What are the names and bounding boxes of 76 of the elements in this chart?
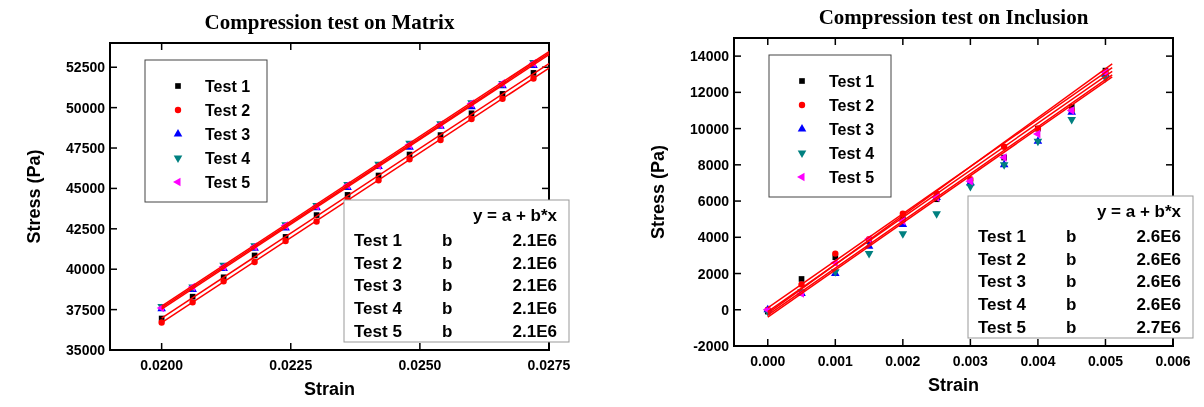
x-axis-title: Strain	[927, 375, 980, 395]
legend-label: Test 1	[205, 78, 251, 95]
legend-label: Test 2	[205, 102, 251, 119]
annotation: b	[1066, 318, 1077, 337]
x-tick-label: 0.004	[1020, 353, 1056, 369]
annotation: 2.6E6	[1136, 295, 1181, 315]
annotation: b	[1066, 249, 1077, 269]
y-tick-label: 0	[721, 301, 730, 318]
annotation: b	[442, 253, 453, 273]
legend-label: Test 5	[829, 169, 875, 186]
annotation: Test 1	[354, 230, 402, 250]
annotation: b	[442, 276, 453, 296]
annotation: y = a + b*x	[472, 206, 558, 225]
legend-label: Test 3	[205, 126, 251, 143]
y-axis-title: Stress (Pa)	[648, 144, 668, 240]
annotation: b	[442, 230, 453, 250]
annotation: b	[1066, 295, 1077, 315]
x-tick-label: 0.005	[1087, 353, 1124, 369]
legend-label: Test 4	[829, 145, 875, 162]
y-tick-label: 4000	[697, 229, 730, 246]
annotation: Test 4	[978, 295, 1027, 315]
legend-label: Test 4	[205, 150, 251, 167]
x-tick-label: 0.0250	[398, 357, 442, 373]
annotation: Test 3	[354, 276, 402, 296]
y-axis-title: Stress (Pa)	[24, 149, 44, 244]
annotation: 2.1E6	[512, 253, 557, 273]
x-tick-label: 0.0200	[140, 357, 184, 373]
x-axis-title: Strain	[303, 379, 356, 399]
y-tick-label: 40000	[66, 261, 106, 278]
legend-label: Test 5	[205, 174, 251, 191]
x-tick-label: 0.006	[1155, 353, 1191, 369]
y-tick-label: 35000	[66, 342, 106, 358]
y-tick-label: 42500	[66, 220, 106, 237]
x-tick-label: 0.003	[952, 353, 989, 369]
y-tick-label: 45000	[66, 180, 106, 197]
annotation: Test 2	[354, 253, 402, 273]
x-tick-label: 0.000	[750, 353, 786, 369]
y-tick-label: 52500	[66, 59, 106, 76]
annotation: y = a + b*x	[1096, 202, 1182, 221]
annotation: 2.6E6	[1136, 249, 1181, 269]
annotation: 2.7E6	[1136, 318, 1181, 337]
annotation: b	[442, 299, 453, 319]
y-tick-label: 6000	[697, 193, 730, 210]
y-tick-label: 14000	[690, 48, 730, 65]
legend-label: Test 1	[829, 73, 875, 90]
x-tick-label: 0.0275	[527, 357, 571, 373]
y-tick-label: 37500	[66, 301, 106, 318]
y-tick-label: 50000	[66, 99, 106, 116]
annotation: 2.6E6	[1136, 226, 1181, 246]
annotation: Test 2	[978, 249, 1026, 269]
annotation: 2.1E6	[512, 299, 557, 319]
annotation: Test 3	[978, 272, 1026, 292]
x-tick-label: 0.0225	[269, 357, 313, 373]
annotation: Test 5	[354, 322, 402, 341]
annotation: b	[1066, 226, 1077, 246]
annotation: 2.1E6	[512, 276, 557, 296]
y-tick-label: 47500	[66, 140, 106, 157]
x-tick-label: 0.002	[885, 353, 921, 369]
legend-label: Test 2	[829, 97, 875, 114]
y-tick-label: 10000	[690, 120, 730, 137]
annotation: Test 5	[978, 318, 1026, 337]
chart-title: Compression test on Inclusion	[818, 5, 1089, 29]
legend-label: Test 3	[829, 121, 875, 138]
y-tick-label: -2000	[693, 338, 730, 354]
y-tick-label: 12000	[690, 84, 730, 101]
annotation: Test 1	[978, 226, 1026, 246]
y-tick-label: 8000	[697, 156, 730, 173]
annotation: b	[442, 322, 453, 341]
annotation: 2.6E6	[1136, 272, 1181, 292]
chart-title: Compression test on Matrix	[204, 10, 455, 34]
annotation: 2.1E6	[512, 322, 557, 341]
annotation: 2.1E6	[512, 230, 557, 250]
y-tick-label: 2000	[697, 265, 730, 282]
x-tick-label: 0.001	[817, 353, 854, 369]
annotation: b	[1066, 272, 1077, 292]
annotation: Test 4	[354, 299, 403, 319]
